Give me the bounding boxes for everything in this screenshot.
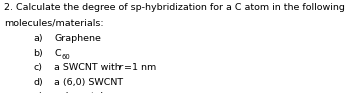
Text: 60: 60 — [62, 54, 71, 60]
Text: molecules/materials:: molecules/materials: — [4, 19, 104, 28]
Text: C: C — [54, 49, 61, 58]
Text: Graphene: Graphene — [54, 34, 101, 43]
Text: c): c) — [33, 63, 42, 72]
Text: 2. Calculate the degree of sp-hybridization for a C atom in the following: 2. Calculate the degree of sp-hybridizat… — [4, 3, 345, 12]
Text: d): d) — [33, 78, 43, 87]
Text: r: r — [119, 63, 123, 72]
Text: a SWCNT with: a SWCNT with — [54, 63, 124, 72]
Text: a (6,0) SWCNT: a (6,0) SWCNT — [54, 78, 123, 87]
Text: e): e) — [33, 92, 43, 93]
Text: polyacetylene: polyacetylene — [54, 92, 121, 93]
Text: a): a) — [33, 34, 43, 43]
Text: b): b) — [33, 49, 43, 58]
Text: =1 nm: =1 nm — [124, 63, 156, 72]
